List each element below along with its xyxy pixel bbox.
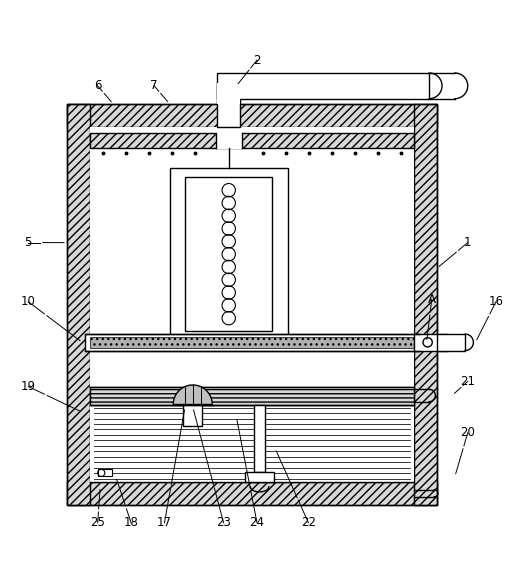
Polygon shape [173,385,212,405]
Bar [90,127,414,482]
Bar [67,482,437,505]
Bar [90,350,414,386]
Text: 20: 20 [461,426,475,439]
Text: 24: 24 [249,516,265,529]
Text: 6: 6 [94,79,101,92]
Text: 1: 1 [464,236,471,249]
Bar [245,472,274,482]
Bar [98,469,112,476]
Bar [90,337,414,348]
Text: 22: 22 [301,516,316,529]
Bar [254,405,265,472]
Text: 17: 17 [157,516,172,529]
Text: A: A [428,293,436,306]
Bar [85,334,419,350]
Bar [217,83,240,127]
Bar [90,386,414,405]
Text: 23: 23 [216,516,231,529]
Text: 16: 16 [488,295,504,308]
Bar [67,104,437,127]
Bar [414,104,437,505]
Bar [216,132,242,149]
Circle shape [423,338,432,347]
Text: 25: 25 [90,516,105,529]
Text: 10: 10 [21,295,35,308]
Bar [67,104,90,505]
Bar [217,83,240,104]
Text: 5: 5 [25,236,32,249]
Bar [185,178,272,331]
Text: 2: 2 [253,54,261,66]
Text: 7: 7 [151,79,158,92]
Text: 19: 19 [21,380,36,393]
Text: 18: 18 [124,516,138,529]
Bar [437,334,465,350]
Text: 21: 21 [460,375,475,388]
Bar [90,133,414,148]
Bar [183,405,202,426]
Bar [217,73,429,99]
Bar [67,104,437,505]
Bar [170,168,288,340]
Bar [414,334,448,350]
